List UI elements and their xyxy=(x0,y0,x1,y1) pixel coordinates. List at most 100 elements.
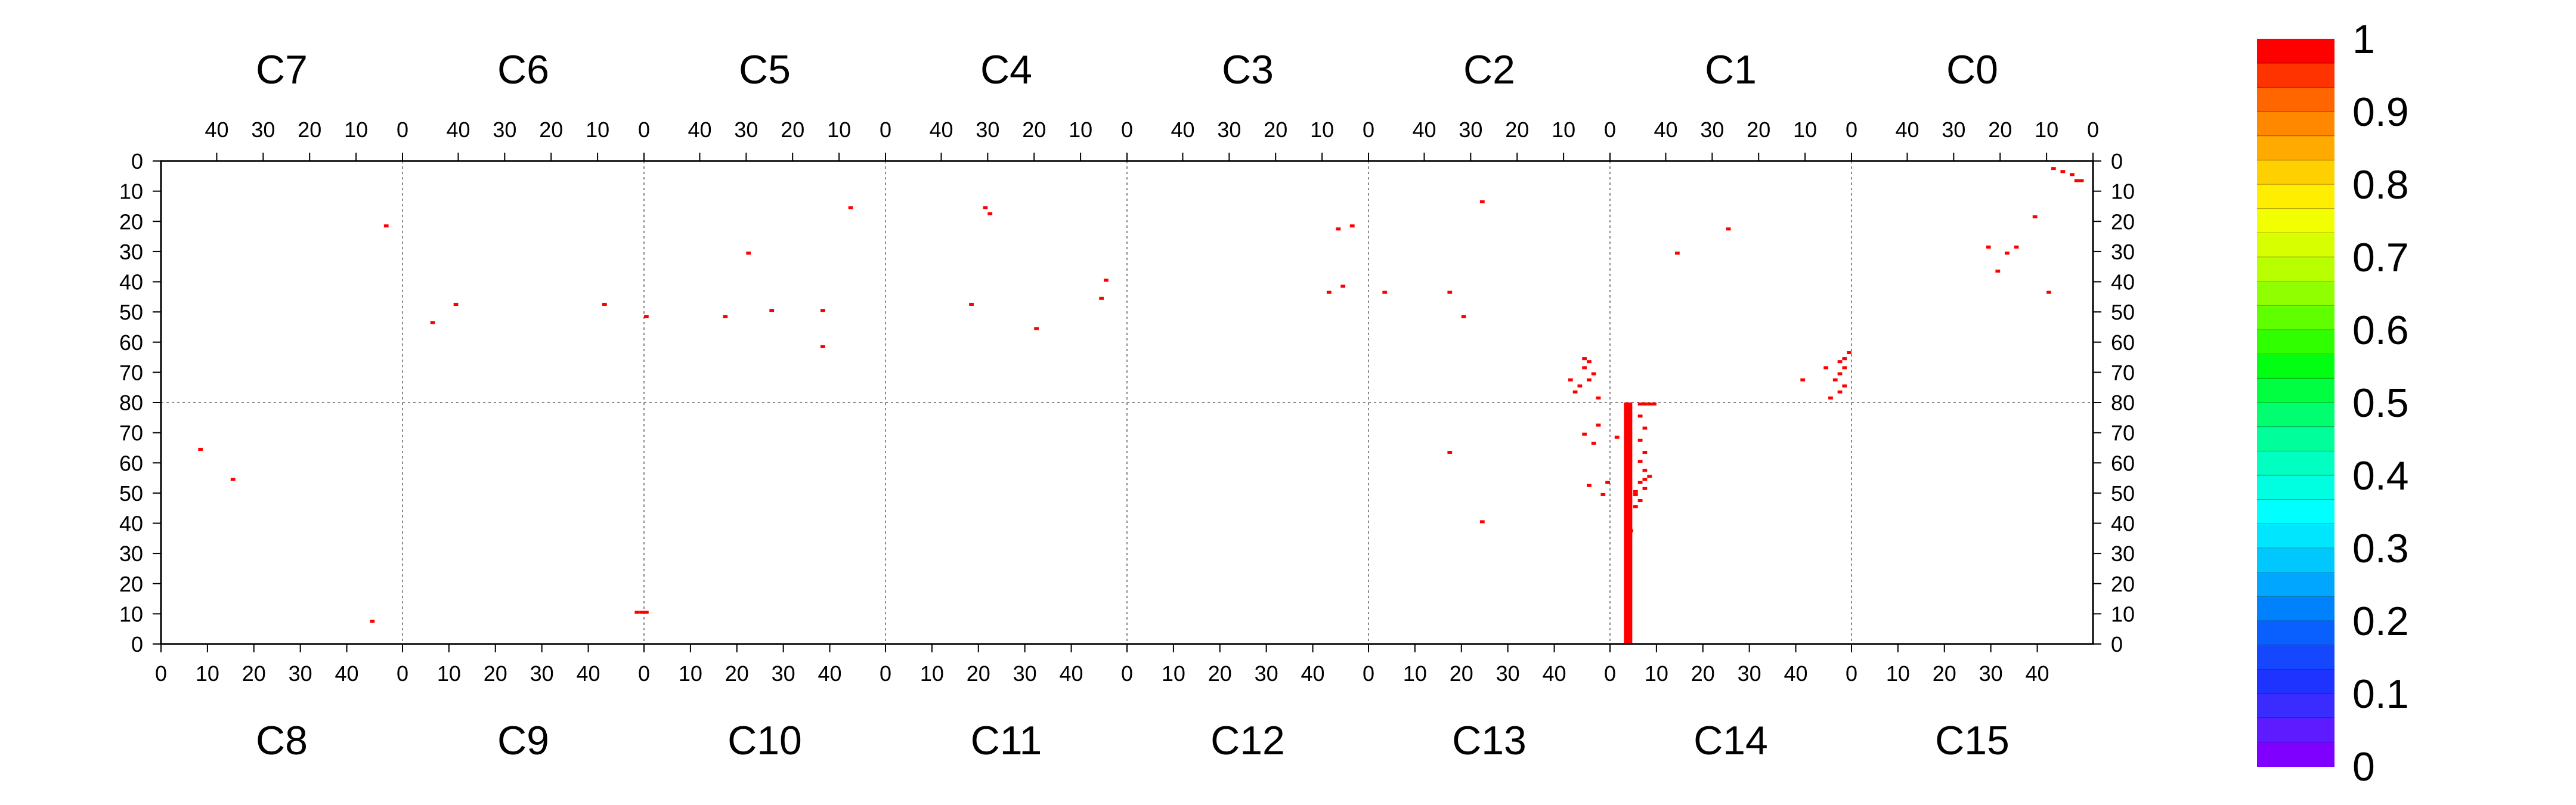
top-tick-label: 40 xyxy=(1412,117,1436,142)
bottom-tick-label: 20 xyxy=(725,661,749,686)
row-tick-label-left: 50 xyxy=(119,300,143,324)
hot-pixel xyxy=(769,309,775,312)
colorbar-segment xyxy=(2257,63,2334,88)
hot-pixel xyxy=(1099,296,1104,300)
hot-pixel xyxy=(370,620,375,623)
hot-pixel xyxy=(383,224,389,228)
colorbar-segment xyxy=(2257,184,2334,209)
colorbar-segment xyxy=(2257,572,2334,597)
hot-pixel xyxy=(2079,179,2084,182)
row-tick-label-right: 10 xyxy=(2111,602,2135,626)
hot-pixel xyxy=(1382,290,1388,294)
bottom-tick-label: 20 xyxy=(484,661,507,686)
row-tick-label-right: 20 xyxy=(2111,572,2135,596)
top-tick-label: 30 xyxy=(1459,117,1482,142)
row-tick-label-right: 60 xyxy=(2111,451,2135,475)
hot-pixel xyxy=(2051,167,2056,171)
dead-column xyxy=(1624,402,1633,644)
bottom-tick-label: 0 xyxy=(155,661,167,686)
module-label-bottom: C15 xyxy=(1935,718,2010,763)
hot-pixel xyxy=(1828,396,1833,400)
hot-pixel xyxy=(746,251,751,255)
top-tick-label: 10 xyxy=(1069,117,1092,142)
hot-pixel xyxy=(1447,451,1453,454)
hot-pixel xyxy=(1587,360,1592,364)
hot-pixel xyxy=(644,315,649,318)
bottom-tick-label: 20 xyxy=(1933,661,1956,686)
hot-pixel xyxy=(820,345,825,348)
hot-pixel xyxy=(1479,520,1485,524)
hot-pixel xyxy=(230,478,236,481)
hot-pixel xyxy=(1847,351,1852,354)
bottom-tick-label: 0 xyxy=(638,661,650,686)
hot-pixel xyxy=(1842,357,1847,361)
module-label-top: C7 xyxy=(256,47,308,92)
hot-pixel xyxy=(1349,224,1355,228)
top-tick-label: 40 xyxy=(446,117,470,142)
top-tick-label: 0 xyxy=(1121,117,1133,142)
row-tick-label-right: 50 xyxy=(2111,300,2135,324)
colorbar-label: 0.3 xyxy=(2352,526,2409,571)
bottom-tick-label: 10 xyxy=(1886,661,1910,686)
top-tick-label: 40 xyxy=(1895,117,1919,142)
colorbar-segment xyxy=(2257,112,2334,137)
hot-pixel xyxy=(1104,278,1109,282)
bottom-tick-label: 30 xyxy=(1496,661,1520,686)
colorbar-segment xyxy=(2257,305,2334,330)
hot-pixel xyxy=(1642,402,1648,406)
top-tick-label: 40 xyxy=(1654,117,1677,142)
colorbar-label: 0.2 xyxy=(2352,599,2409,644)
hot-pixel xyxy=(1572,390,1578,394)
row-tick-label-left: 20 xyxy=(119,209,143,234)
hot-pixel xyxy=(1637,460,1643,463)
colorbar-segment xyxy=(2257,257,2334,282)
bottom-tick-label: 40 xyxy=(1543,661,1566,686)
row-tick-label-right: 40 xyxy=(2111,270,2135,295)
bottom-tick-label: 40 xyxy=(1784,661,1808,686)
row-tick-label-right: 50 xyxy=(2111,481,2135,506)
colorbar-segment xyxy=(2257,135,2334,161)
top-tick-label: 40 xyxy=(1171,117,1194,142)
hot-pixel xyxy=(2074,179,2079,182)
bottom-tick-label: 30 xyxy=(1979,661,2003,686)
colorbar-label: 0.7 xyxy=(2352,235,2409,280)
hot-pixel xyxy=(1582,357,1587,361)
row-tick-label-right: 30 xyxy=(2111,541,2135,566)
module-label-top: C3 xyxy=(1222,47,1274,92)
hot-pixel xyxy=(1837,360,1843,364)
top-tick-label: 0 xyxy=(638,117,650,142)
bottom-tick-label: 10 xyxy=(1645,661,1668,686)
row-tick-label-left: 20 xyxy=(119,572,143,596)
top-tick-label: 30 xyxy=(1217,117,1241,142)
hot-pixel xyxy=(1642,451,1648,454)
top-tick-label: 10 xyxy=(344,117,368,142)
hot-pixel xyxy=(1637,481,1643,484)
bottom-tick-label: 20 xyxy=(1450,661,1473,686)
top-tick-label: 40 xyxy=(688,117,711,142)
hot-pixel xyxy=(1600,493,1606,496)
colorbar-segment xyxy=(2257,39,2334,64)
hot-pixel xyxy=(1642,469,1648,472)
bottom-tick-label: 30 xyxy=(1013,661,1037,686)
colorbar-segment xyxy=(2257,475,2334,500)
hot-pixel xyxy=(430,321,435,324)
hot-pixel xyxy=(1633,505,1638,509)
hot-pixel xyxy=(2005,251,2010,255)
top-tick-label: 20 xyxy=(539,117,563,142)
row-tick-label-left: 40 xyxy=(119,270,143,295)
colorbar-segment xyxy=(2257,596,2334,621)
bottom-tick-label: 10 xyxy=(1162,661,1185,686)
module-label-bottom: C13 xyxy=(1452,718,1527,763)
top-tick-label: 0 xyxy=(1363,117,1374,142)
top-tick-label: 40 xyxy=(929,117,953,142)
colorbar-segment xyxy=(2257,621,2334,646)
bottom-tick-label: 40 xyxy=(1060,661,1083,686)
hot-pixel xyxy=(634,611,640,614)
colorbar-segment xyxy=(2257,402,2334,428)
row-tick-label-right: 10 xyxy=(2111,179,2135,204)
bottom-tick-label: 30 xyxy=(1255,661,1278,686)
hot-pixel xyxy=(1336,227,1341,231)
colorbar-segment xyxy=(2257,87,2334,112)
top-tick-label: 10 xyxy=(1310,117,1334,142)
